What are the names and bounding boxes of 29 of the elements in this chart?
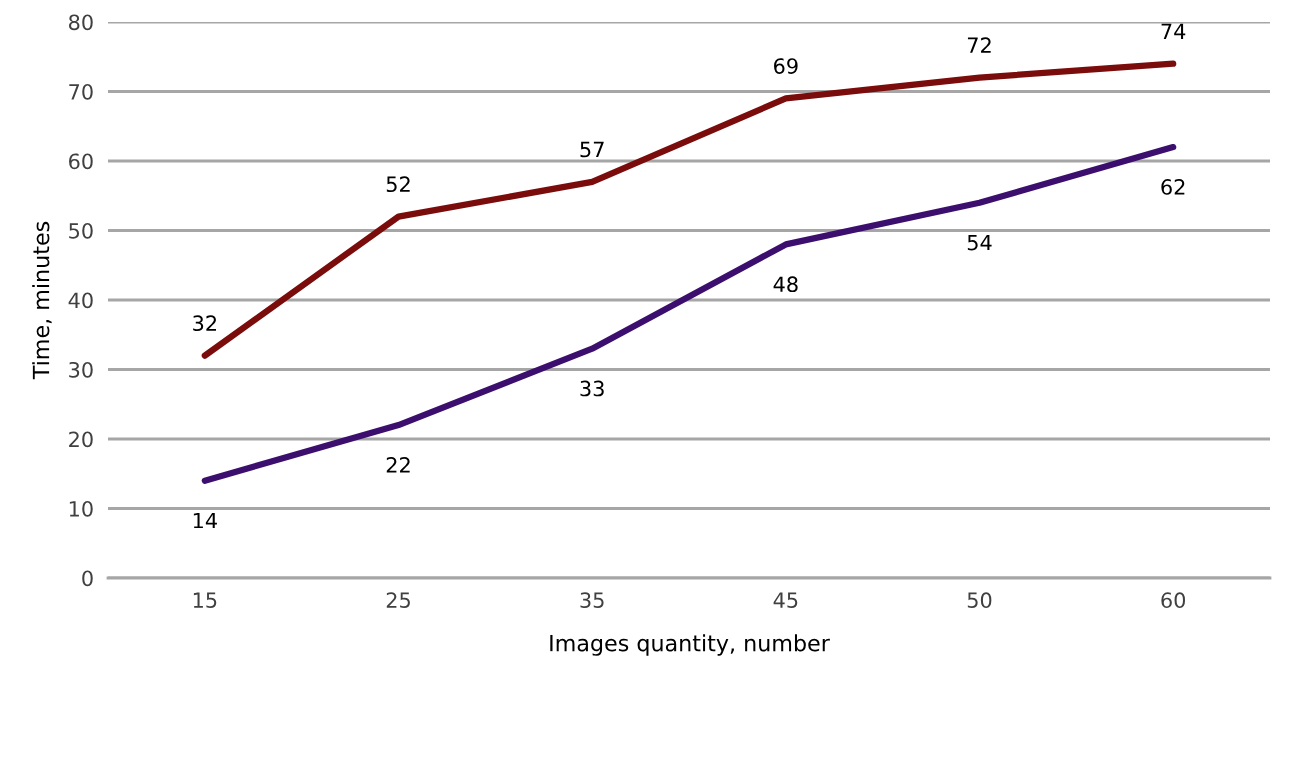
- y-tick-label: 30: [69, 361, 93, 378]
- x-tick-label: 45: [773, 592, 798, 609]
- data-label: 74: [1161, 23, 1186, 39]
- x-tick-label: 15: [193, 592, 217, 609]
- data-label: 48: [773, 276, 798, 293]
- x-tick-label: 50: [967, 592, 992, 609]
- y-tick-label: 50: [69, 222, 93, 239]
- y-tick-label: 60: [69, 153, 93, 170]
- data-label: 54: [967, 234, 992, 251]
- data-label: 32: [193, 315, 216, 332]
- x-axis-title: Images quantity, number: [550, 634, 830, 656]
- data-label: 72: [967, 37, 991, 53]
- y-tick-label: 70: [69, 83, 93, 100]
- data-label: 22: [386, 457, 410, 473]
- y-tick-label: 20: [69, 431, 93, 448]
- y-axis-title: Time, minutes: [32, 221, 52, 380]
- data-label: 62: [1161, 179, 1185, 195]
- y-tick-label: 0: [82, 570, 93, 587]
- y-tick-label: 10: [69, 500, 93, 517]
- x-tick-label: 60: [1161, 592, 1186, 609]
- y-tick-label: 80: [69, 14, 93, 31]
- data-label: 52: [386, 176, 410, 193]
- data-label: 14: [193, 512, 217, 529]
- data-label: 33: [580, 380, 604, 397]
- x-tick-label: 25: [386, 592, 410, 609]
- data-label: 69: [774, 58, 798, 74]
- x-tick-label: 35: [580, 592, 604, 609]
- y-tick-label: 40: [68, 292, 93, 309]
- data-label: 57: [580, 141, 604, 158]
